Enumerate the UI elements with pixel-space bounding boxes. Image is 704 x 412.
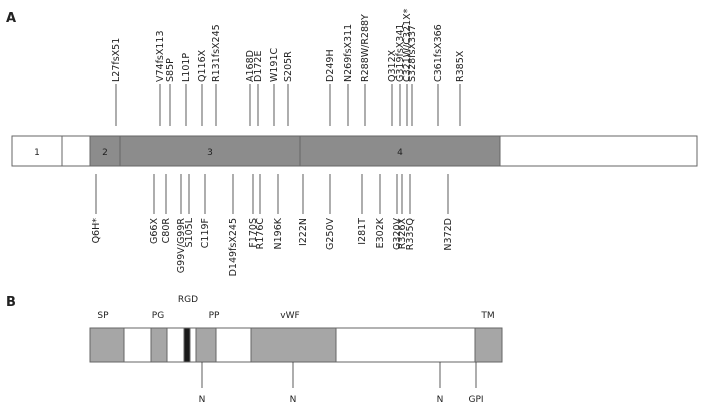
exon-label: 2	[102, 148, 108, 158]
mutation-below-label: I281T	[357, 218, 368, 245]
mutation-above-label: S85P	[165, 58, 176, 82]
panel-a-label: A	[6, 11, 16, 26]
mutation-below-label: E302K	[375, 217, 386, 248]
mutation-above-label: D172E	[253, 51, 264, 82]
mutation-below-label: C119F	[200, 218, 211, 248]
mutation-below-label: C80R	[161, 218, 172, 244]
domain-rgd	[183, 327, 191, 363]
exon-label: 4	[397, 148, 403, 158]
mutation-below-label: R326X	[397, 218, 408, 250]
mutation-below-label: D149fsX245	[228, 218, 239, 276]
protein-sites-group: N N N GPI	[199, 362, 484, 405]
domain-label: SP	[97, 311, 109, 321]
domain-sp	[89, 327, 125, 363]
exon-label: 3	[207, 148, 213, 158]
domain-label: RGD	[178, 295, 198, 305]
domain-vwf	[250, 327, 337, 363]
exon-utr-1	[61, 135, 91, 167]
domain-tm	[474, 327, 503, 363]
protein-domains-group: SP PG RGD PP vWF TM	[89, 295, 503, 363]
domain-label: TM	[480, 311, 494, 321]
mutation-above-label: Q116X	[197, 49, 208, 82]
site-label: N	[437, 395, 444, 405]
mutation-above-label: V74fsX113	[155, 30, 166, 82]
exon-1	[11, 135, 63, 167]
mutation-below-label: S105L	[184, 217, 195, 247]
mutation-above-label: L101P	[181, 53, 192, 82]
mutations-above-group: L27fsX51 V74fsX113 S85P L101P Q116X R131fsX24…	[111, 8, 466, 126]
exon-utr-5	[499, 135, 698, 167]
mutation-below-label: G250V	[325, 218, 336, 250]
mutation-above-label: Q312X	[387, 49, 398, 82]
domain-label: vWF	[280, 311, 299, 321]
gene-exon-bar: 1 2 3 4	[11, 135, 698, 167]
exon-2	[89, 135, 121, 167]
exon-3	[119, 135, 301, 167]
domain-label: PP	[209, 311, 220, 321]
mutation-below-label: Q6H*	[91, 218, 102, 244]
mutation-above-label: W191C	[269, 47, 280, 82]
mutation-above-label: C361fsX366	[433, 24, 444, 82]
domain-label: PG	[152, 311, 164, 321]
domain-pp	[195, 327, 217, 363]
domain-pg	[150, 327, 168, 363]
site-label: N	[290, 395, 297, 405]
mutation-above-label: N269fsX311	[343, 24, 354, 82]
mutation-below-label: G99V/G99R	[176, 218, 187, 274]
mutation-above-label: A168D	[245, 50, 256, 82]
site-label: N	[199, 395, 206, 405]
mutation-below-label: F170S	[248, 218, 259, 248]
mutation-below-label: R176C	[255, 218, 266, 250]
mutation-below-label: N372D	[443, 218, 454, 251]
protein-spacer	[215, 327, 252, 363]
mutation-above-label: L27fsX51	[111, 38, 122, 82]
mutation-below-label: R335Q	[405, 218, 416, 250]
mutation-below-label: N196K	[273, 217, 284, 249]
mutation-above-label: S205R	[283, 51, 294, 82]
mutation-above-label: S328fsX337	[407, 25, 418, 82]
mutation-below-label: G320V	[392, 218, 403, 250]
exon-label: 1	[34, 148, 40, 158]
mutation-above-label: D249H	[325, 49, 336, 82]
site-label: GPI	[468, 395, 483, 405]
mutation-above-label: G319fsX341	[395, 24, 406, 82]
mutation-below-label: G66X	[149, 218, 160, 244]
mutation-above-label: R288W/R288Y	[360, 14, 371, 82]
mutation-below-label: I222N	[298, 218, 309, 246]
mutation-above-label: R131fsX245	[211, 24, 222, 82]
mutation-above-label: R385X	[455, 50, 466, 82]
panel-b-label: B	[6, 295, 16, 310]
mutation-above-label: C321W/C321X*	[402, 8, 413, 82]
